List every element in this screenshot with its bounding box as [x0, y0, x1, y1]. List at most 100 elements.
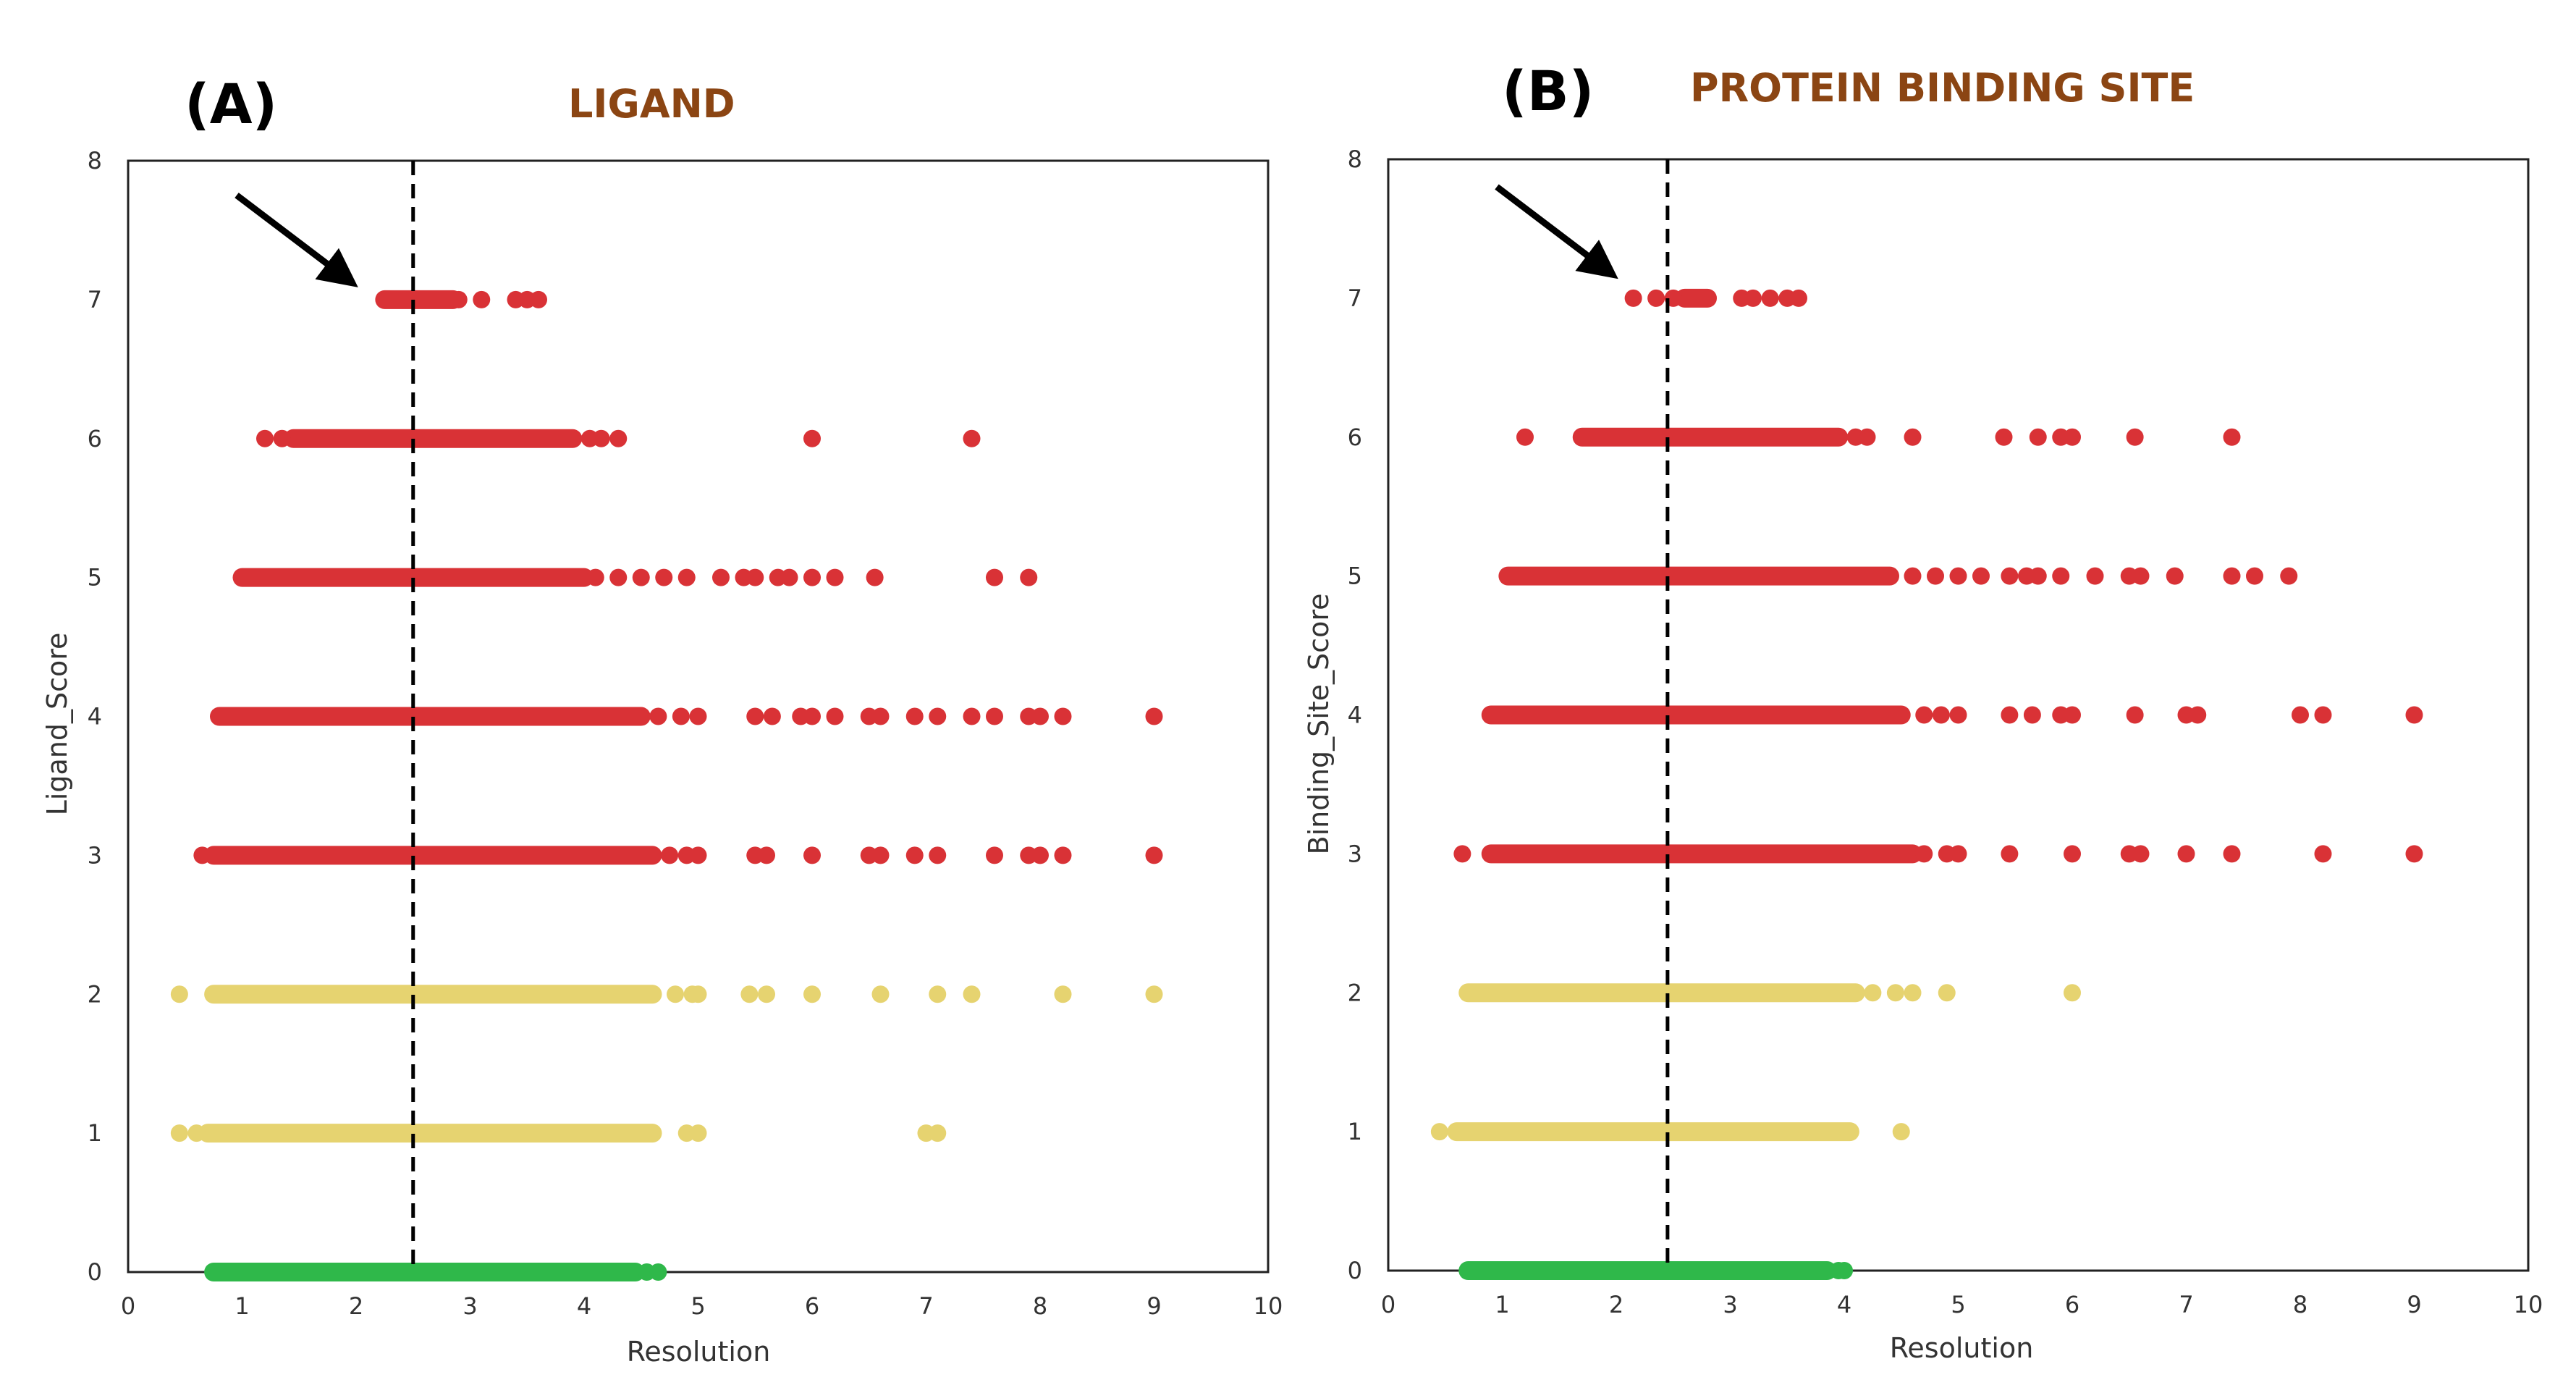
- panel-b-point-score-5: [1904, 567, 1922, 585]
- panel-b-point-score-2: [1938, 984, 1956, 1002]
- panel-a-point-score-3: [689, 846, 707, 864]
- panel-a-point-score-4: [649, 707, 667, 725]
- panel-b-y-tick-label: 6: [1348, 424, 1362, 451]
- panel-b-x-tick-label: 6: [2065, 1291, 2079, 1318]
- panel-a-x-tick-label: 4: [577, 1292, 591, 1320]
- panel-b-series-score-0: [1458, 1261, 1853, 1280]
- panel-b-point-score-5: [1927, 567, 1944, 585]
- panel-a-point-score-6: [256, 429, 274, 447]
- panel-b-point-score-6: [2029, 428, 2047, 446]
- panel-b-x-tick-label: 10: [2514, 1291, 2543, 1318]
- panel-b-point-score-4: [1932, 706, 1950, 724]
- panel-a-point-score-3: [1145, 846, 1163, 864]
- panel-a-x-tick-label: 0: [121, 1292, 135, 1320]
- panel-a-x-tick-label: 7: [919, 1292, 933, 1320]
- panel-b-point-score-5: [2280, 567, 2298, 585]
- panel-a-series-score-6: [256, 429, 981, 448]
- panel-a-point-score-5: [986, 568, 1003, 586]
- panel-a-y-tick-label: 3: [88, 841, 102, 869]
- panel-a-point-score-4: [1054, 707, 1072, 725]
- panel-a-y-tick-label: 4: [88, 703, 102, 731]
- panel-a-point-score-6: [963, 429, 981, 447]
- panel-a-point-score-2: [758, 985, 775, 1003]
- panel-b-x-tick-label: 4: [1837, 1291, 1851, 1318]
- panel-a-y-tick-label: 2: [88, 980, 102, 1008]
- panel-b-x-tick-label: 2: [1609, 1291, 1623, 1318]
- panel-b-point-score-7: [1744, 289, 1762, 307]
- panel-b-point-score-3: [2064, 845, 2081, 863]
- panel-b-point-score-6: [1904, 428, 1922, 446]
- panel-a-point-score-4: [763, 707, 781, 725]
- panel-a-point-score-4: [672, 707, 690, 725]
- panel-b-point-score-7: [1790, 289, 1807, 307]
- panel-b-point-score-5: [2166, 567, 2184, 585]
- panel-a-point-score-5: [746, 568, 764, 586]
- panel-a-point-score-4: [1145, 707, 1163, 725]
- panel-b-series-score-4: [1481, 705, 2423, 725]
- panel-b-series-score-2: [1458, 983, 2081, 1003]
- panel-b-point-score-7: [1761, 289, 1779, 307]
- panel-a-point-score-6: [609, 429, 628, 447]
- panel-a-x-tick-label: 2: [349, 1292, 363, 1320]
- panel-a-point-score-2: [963, 985, 981, 1003]
- panel-a-point-score-7: [473, 290, 491, 308]
- panel-b-point-score-5: [2052, 567, 2070, 585]
- panel-b-point-score-2: [1864, 984, 1882, 1002]
- panel-a-plot: 0 1 2 3 4 5 6 7 8 9 10 0 1 2 3 4 5 6 7 8: [88, 147, 1283, 1320]
- panel-b-point-score-7: [1624, 289, 1642, 307]
- panel-b-point-score-6: [2064, 428, 2081, 446]
- panel-b-x-tick-label: 9: [2407, 1291, 2421, 1318]
- panel-b-point-score-4: [2189, 706, 2207, 724]
- panel-a-arrow: [235, 193, 358, 287]
- panel-a-point-score-2: [170, 985, 188, 1003]
- panel-a-point-score-3: [905, 846, 924, 864]
- panel-b-point-score-4: [1949, 706, 1967, 724]
- panel-a-point-score-5: [780, 568, 798, 586]
- panel-b-arrow: [1495, 184, 1618, 279]
- panel-a-point-score-2: [667, 985, 684, 1003]
- panel-a-x-tick-label: 9: [1146, 1292, 1161, 1320]
- panel-a-point-score-5: [826, 568, 844, 586]
- panel-a-point-score-2: [929, 985, 947, 1003]
- panel-b-y-tick-label: 3: [1348, 840, 1362, 867]
- panel-a-series-score-0: [204, 1263, 667, 1281]
- panel-b-point-score-5: [1949, 567, 1967, 585]
- panel-a-point-score-2: [803, 985, 821, 1003]
- panel-a-point-score-4: [871, 707, 890, 725]
- panel-b: (B) PROTEIN BINDING SITE Resolution Bind…: [1303, 59, 2543, 1364]
- panel-b-point-score-3: [2223, 845, 2241, 863]
- panel-a-point-score-4: [905, 707, 924, 725]
- panel-b-point-score-7: [1681, 289, 1699, 307]
- panel-a-xlabel: Resolution: [627, 1336, 771, 1368]
- panel-b-point-score-5: [2001, 567, 2019, 585]
- panel-a-point-score-3: [929, 846, 947, 864]
- panel-a-point-score-6: [803, 429, 821, 447]
- panel-a-point-score-4: [803, 707, 821, 725]
- panel-b-x-tick-label: 3: [1723, 1291, 1737, 1318]
- panel-b-point-score-4: [2314, 706, 2332, 724]
- panel-b-point-score-1: [1430, 1123, 1448, 1141]
- panel-a-point-score-3: [986, 846, 1003, 864]
- panel-b-x-tick-label: 8: [2293, 1291, 2307, 1318]
- panel-a-x-tick-label: 8: [1033, 1292, 1047, 1320]
- panel-b-y-tick-label: 1: [1348, 1118, 1362, 1145]
- panel-a-point-score-5: [655, 568, 673, 586]
- panel-b-point-score-2: [2064, 984, 2081, 1002]
- panel-a-y-tick-label: 0: [88, 1258, 102, 1286]
- panel-a-series-score-7: [375, 290, 547, 309]
- panel-a-point-score-1: [929, 1124, 947, 1142]
- panel-a-y-tick-label: 6: [88, 425, 102, 452]
- panel-a-y-tick-label: 1: [88, 1119, 102, 1147]
- panel-b-series-score-3: [1453, 844, 2423, 864]
- panel-a-point-score-1: [689, 1124, 707, 1142]
- panel-b-point-score-3: [2132, 845, 2150, 863]
- panel-a-point-score-2: [689, 985, 707, 1003]
- panel-a-y-tick-label: 8: [88, 147, 102, 174]
- panel-b-label: (B): [1502, 59, 1594, 123]
- panel-a-y-tick-label: 5: [88, 564, 102, 592]
- panel-a-x-tick-label: 3: [463, 1292, 477, 1320]
- panel-b-point-score-4: [2064, 706, 2081, 724]
- panel-b-point-score-5: [2132, 567, 2150, 585]
- panel-a-x-tick-label: 6: [805, 1292, 819, 1320]
- panel-a-point-score-3: [758, 846, 775, 864]
